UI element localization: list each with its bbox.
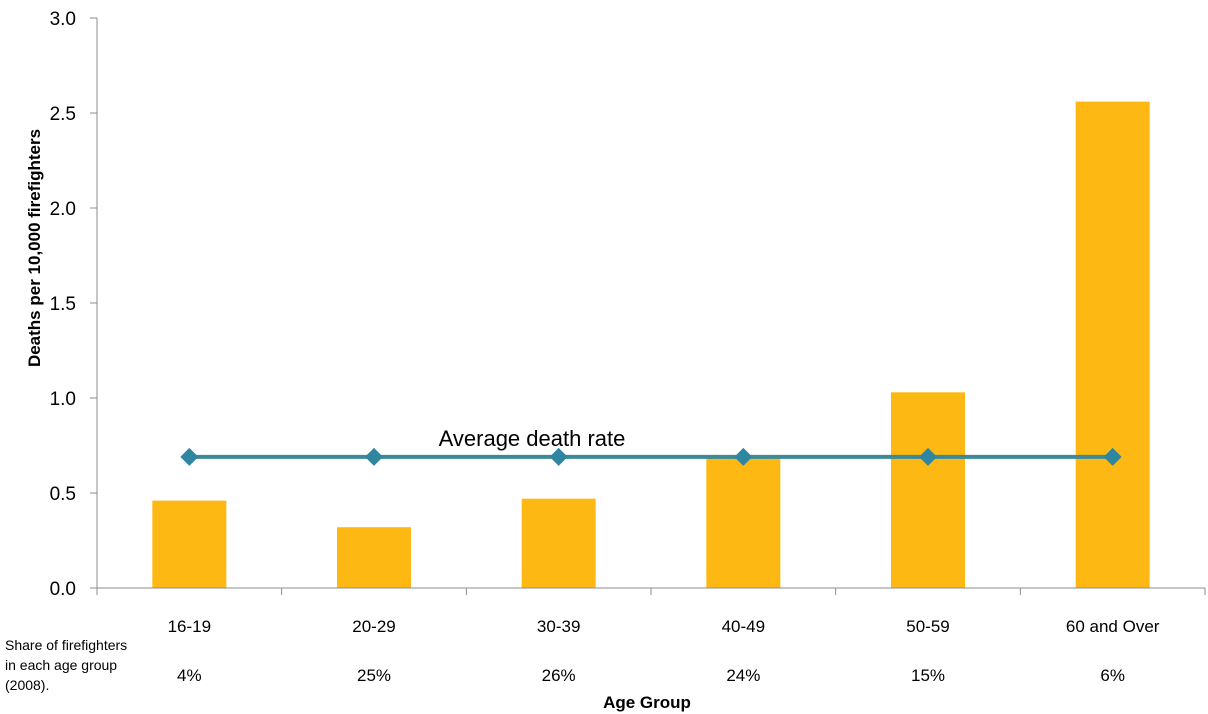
share-labels: 4% 25% 26% 24% 15% 6%: [177, 666, 1125, 685]
y-tick-label: 1.0: [50, 389, 76, 410]
bar: [337, 527, 411, 588]
x-tick-label: 60 and Over: [1066, 617, 1160, 636]
average-marker: [919, 447, 937, 466]
y-tick-label: 2.5: [50, 104, 76, 125]
share-label: 26%: [542, 666, 576, 685]
bar: [891, 392, 965, 588]
y-tick-label: 0.0: [50, 579, 76, 600]
y-tick-label: 1.5: [50, 294, 76, 315]
x-ticks: [96, 588, 1206, 595]
y-ticks: 0.0 0.5 1.0 1.5 2.0 2.5 3.0: [50, 9, 97, 600]
y-tick-label: 3.0: [50, 9, 76, 30]
bar: [152, 500, 227, 588]
y-axis-title: Deaths per 10,000 firefighters: [25, 129, 44, 367]
y-tick-label: 0.5: [50, 484, 76, 505]
share-label: 24%: [726, 666, 760, 685]
share-note-line-2: in each age group: [5, 657, 117, 673]
bar: [1075, 101, 1150, 588]
x-axis-title: Age Group: [603, 693, 691, 712]
share-label: 6%: [1100, 666, 1125, 685]
share-label: 25%: [357, 666, 391, 685]
bar: [521, 498, 596, 588]
average-marker: [549, 447, 568, 466]
average-annotation: Average death rate: [439, 426, 626, 451]
share-note-line-1: Share of firefighters: [5, 637, 127, 653]
x-tick-label: 20-29: [352, 617, 395, 636]
share-label: 4%: [177, 666, 202, 685]
x-tick-label: 40-49: [722, 617, 765, 636]
average-line-group: [180, 447, 1122, 466]
x-tick-label: 16-19: [168, 617, 211, 636]
average-marker: [734, 447, 753, 466]
bar-group: [152, 101, 1150, 588]
x-tick-label: 50-59: [906, 617, 949, 636]
y-tick-label: 2.0: [50, 199, 76, 220]
share-label: 15%: [911, 666, 945, 685]
bar: [706, 456, 781, 588]
average-marker: [365, 447, 383, 466]
axes: [96, 18, 1205, 589]
average-marker: [1103, 447, 1122, 466]
x-tick-label: 30-39: [537, 617, 580, 636]
share-note-line-3: (2008).: [5, 677, 49, 693]
average-marker: [180, 447, 199, 466]
category-labels: 16-19 20-29 30-39 40-49 50-59 60 and Over: [168, 617, 1160, 636]
